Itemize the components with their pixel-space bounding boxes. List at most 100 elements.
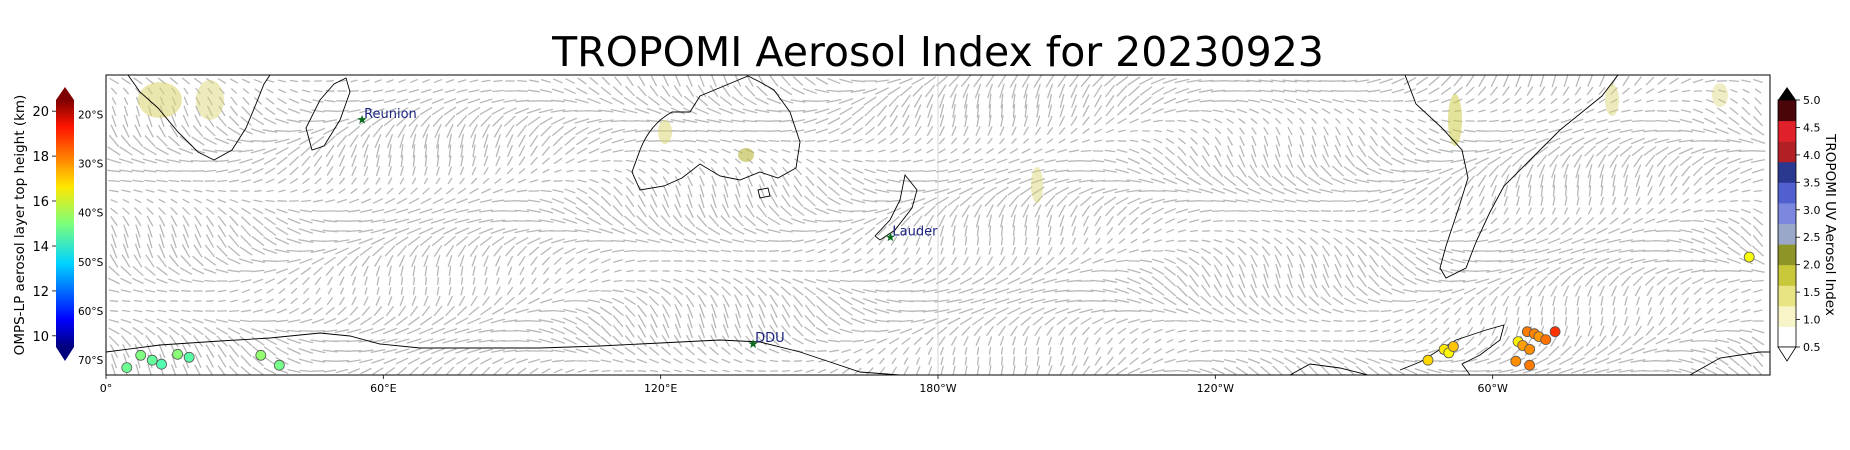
wind-vector [168, 266, 180, 276]
wind-vector [1297, 237, 1307, 245]
wind-vector [144, 326, 156, 336]
wind-vector [277, 97, 287, 105]
wind-vector [359, 246, 373, 256]
wind-vector [215, 169, 229, 173]
wind-vector [826, 98, 842, 104]
wind-vector [802, 218, 818, 224]
wind-vector [733, 277, 743, 285]
wind-vector [1702, 259, 1718, 263]
wind-vector [566, 169, 574, 173]
wind-vector [611, 138, 625, 144]
wind-vector [1274, 254, 1282, 268]
wind-vector [622, 108, 638, 114]
wind-vector [263, 320, 277, 322]
wind-vector [675, 313, 681, 329]
wind-vector [1357, 229, 1367, 233]
wind-vector [455, 208, 469, 214]
right-colorbar-swatch [1778, 100, 1796, 122]
wind-vector [1297, 219, 1307, 223]
wind-vector [1655, 230, 1669, 232]
wind-vector [314, 166, 322, 176]
wind-vector [252, 207, 264, 215]
wind-vector [1176, 257, 1188, 265]
wind-vector [1490, 217, 1498, 225]
wind-vector [275, 217, 289, 225]
wind-vector [735, 193, 741, 209]
wind-vector [423, 133, 429, 149]
wind-vector [1093, 366, 1103, 375]
wind-vector [1716, 166, 1728, 176]
wind-vector [1678, 358, 1694, 364]
right-colorbar-swatch [1778, 182, 1796, 204]
omps-point [1448, 341, 1459, 352]
wind-vector [194, 114, 202, 128]
wind-vector [1299, 135, 1305, 147]
wind-vector [1295, 188, 1309, 194]
wind-vector [1502, 295, 1510, 307]
wind-vector [207, 96, 213, 106]
wind-vector [110, 243, 118, 259]
wind-vector [448, 286, 452, 296]
wind-vector [781, 369, 791, 373]
wind-vector [1116, 318, 1128, 324]
wind-vector [263, 268, 277, 274]
wind-vector [1127, 268, 1141, 274]
wind-vector [1331, 189, 1345, 193]
wind-vector [827, 196, 841, 206]
wind-vector [503, 107, 517, 115]
wind-vector [674, 269, 682, 273]
wind-vector [983, 186, 997, 196]
wind-vector [1609, 109, 1619, 113]
wind-vector [983, 307, 997, 315]
wind-vector [1154, 228, 1162, 234]
wind-vector [952, 365, 956, 375]
wind-vector [915, 347, 921, 355]
wind-vector [1740, 235, 1752, 247]
wind-vector [697, 148, 707, 154]
wind-vector [864, 338, 876, 344]
left-colorbar-tick-label: 20 [32, 105, 49, 120]
wind-vector [805, 249, 815, 253]
wind-vector [1534, 368, 1550, 374]
wind-vector [1297, 108, 1307, 114]
wind-vector [1705, 108, 1715, 114]
wind-vector [1201, 256, 1211, 266]
wind-vector [168, 318, 180, 324]
wind-vector [1536, 345, 1548, 357]
wind-vector [1404, 247, 1416, 255]
wind-vector [994, 288, 1010, 294]
wind-vector [430, 338, 446, 344]
wind-vector [964, 103, 968, 119]
wind-vector [1165, 348, 1175, 354]
wind-vector [445, 187, 455, 195]
wind-vector [1032, 195, 1044, 207]
wind-vector [1415, 247, 1429, 255]
wind-vector [563, 308, 577, 314]
wind-vector [782, 175, 790, 187]
wind-vector [1717, 188, 1727, 194]
wind-vector [563, 99, 577, 103]
wind-vector [1537, 154, 1547, 168]
wind-vector [687, 75, 693, 87]
wind-vector [109, 300, 119, 302]
wind-vector [1540, 306, 1544, 316]
wind-vector [468, 89, 480, 93]
wind-vector [323, 219, 337, 223]
wind-vector [781, 304, 791, 318]
wind-vector [106, 158, 122, 164]
wind-vector [1068, 149, 1080, 153]
wind-vector [721, 269, 731, 273]
wind-vector [961, 326, 971, 336]
wind-vector [457, 187, 467, 195]
wind-vector [1740, 365, 1752, 375]
wind-vector [928, 247, 932, 255]
wind-vector [265, 79, 275, 83]
wind-vector [1465, 296, 1475, 306]
wind-vector [541, 368, 551, 374]
wind-vector [997, 75, 1007, 88]
wind-vector [877, 115, 887, 127]
wind-vector [792, 325, 804, 337]
wind-vector [1574, 217, 1582, 225]
wind-vector [229, 78, 239, 84]
wind-vector [346, 339, 362, 343]
